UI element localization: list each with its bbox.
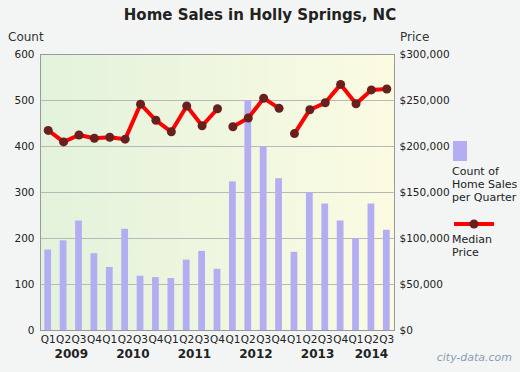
svg-text:$300,000: $300,000 [400,48,450,60]
svg-text:Q3: Q3 [72,333,87,345]
svg-text:300: 300 [14,186,34,198]
svg-text:Q4: Q4 [148,333,163,345]
svg-text:Q3: Q3 [256,333,271,345]
svg-text:Q3: Q3 [133,333,148,345]
svg-text:Q1: Q1 [287,333,302,345]
svg-text:2011: 2011 [178,347,211,361]
svg-text:Q4: Q4 [210,333,225,345]
svg-text:2013: 2013 [301,347,334,361]
svg-text:Q4: Q4 [272,333,287,345]
svg-text:$250,000: $250,000 [400,94,450,106]
svg-text:2012: 2012 [239,347,272,361]
svg-text:Q2: Q2 [118,333,133,345]
svg-text:Q2: Q2 [302,333,317,345]
svg-text:Q1: Q1 [164,333,179,345]
html-text:Count: Count [8,30,44,44]
svg-text:200: 200 [14,232,34,244]
svg-text:600: 600 [14,48,34,60]
svg-text:Q1: Q1 [41,333,56,345]
svg-text:Q2: Q2 [179,333,194,345]
svg-text:500: 500 [14,94,34,106]
svg-text:2010: 2010 [116,347,149,361]
svg-text:0: 0 [28,324,35,336]
svg-text:$0: $0 [400,324,413,336]
html-text:Price: Price [400,30,430,44]
svg-text:$200,000: $200,000 [400,140,450,152]
html-text:Count of Home Sales per Quarte: Count of Home Sales per Quarter [452,165,518,204]
svg-text:Q3: Q3 [318,333,333,345]
svg-text:Q2: Q2 [241,333,256,345]
svg-text:Q3: Q3 [379,333,394,345]
svg-text:400: 400 [14,140,34,152]
svg-text:Q2: Q2 [56,333,71,345]
svg-text:$100,000: $100,000 [400,232,450,244]
html-text:Median Price: Median Price [452,233,492,259]
svg-text:Q1: Q1 [225,333,240,345]
svg-text:Q1: Q1 [102,333,117,345]
svg-text:Q4: Q4 [333,333,348,345]
svg-text:2014: 2014 [355,347,388,361]
svg-text:Q2: Q2 [364,333,379,345]
svg-text:$150,000: $150,000 [400,186,450,198]
svg-text:Q3: Q3 [195,333,210,345]
html-text:city-data.com: city-data.com [436,351,512,364]
svg-text:2009: 2009 [55,347,88,361]
svg-text:Q1: Q1 [349,333,364,345]
svg-text:Q4: Q4 [87,333,102,345]
html-text:Home Sales in Holly Springs, N: Home Sales in Holly Springs, NC [123,6,397,24]
svg-text:$50,000: $50,000 [400,278,443,290]
svg-text:100: 100 [14,278,34,290]
